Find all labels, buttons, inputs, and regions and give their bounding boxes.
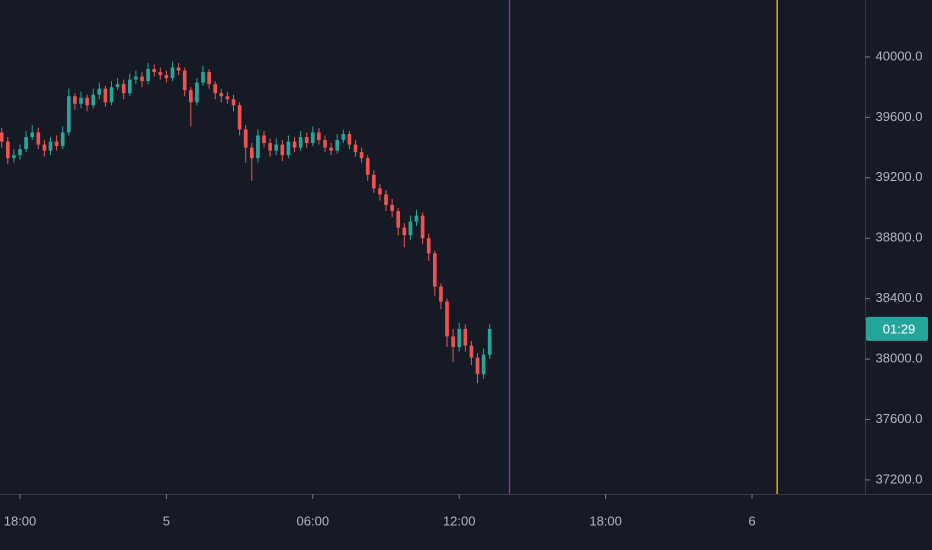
candle-body	[18, 149, 22, 156]
candle-body	[176, 67, 181, 71]
x-tick-label: 06:00	[297, 513, 330, 528]
candle-body	[298, 137, 303, 148]
candle-body	[457, 328, 462, 348]
candle-body	[463, 328, 468, 346]
x-tick-label: 18:00	[589, 513, 622, 528]
candle-body	[12, 155, 16, 159]
y-tick-label: 37200.0	[876, 471, 923, 486]
candle-body	[371, 174, 376, 189]
y-tick-label: 37600.0	[876, 411, 923, 426]
candle-body	[292, 141, 297, 148]
candle-body	[140, 76, 144, 82]
candle-body	[243, 129, 248, 148]
x-tick-label: 18:00	[4, 513, 37, 528]
candle-body	[451, 336, 455, 348]
candle-body	[390, 205, 394, 212]
candle-body	[487, 328, 492, 355]
candle-body	[280, 144, 285, 156]
candle-body	[249, 147, 254, 159]
candle-body	[317, 132, 321, 141]
y-tick-label: 38000.0	[876, 351, 923, 366]
candle-body	[109, 87, 114, 103]
candle-body	[481, 354, 486, 375]
candle-body	[329, 147, 333, 151]
countdown-box	[866, 316, 928, 341]
candle-body	[103, 88, 108, 103]
candle-body	[73, 96, 77, 104]
candle-body	[164, 75, 169, 79]
candle-body	[115, 84, 120, 88]
x-tick-label: 5	[163, 513, 170, 528]
candle-body	[341, 133, 346, 141]
candle-body	[347, 133, 352, 145]
y-tick-label: 39200.0	[876, 169, 923, 184]
candle-body	[121, 84, 126, 94]
candle-body	[225, 96, 230, 100]
y-tick-label: 38400.0	[876, 290, 923, 305]
candle-body	[420, 215, 425, 239]
candle-body	[42, 144, 47, 151]
candle-body	[304, 137, 309, 144]
candle-body	[256, 135, 260, 159]
candle-body	[335, 140, 340, 151]
candle-body	[365, 158, 370, 175]
candle-body	[384, 194, 388, 206]
candle-body	[134, 76, 138, 80]
candle-body	[219, 93, 224, 97]
candle-body	[310, 132, 315, 144]
candle-body	[414, 215, 419, 222]
candle-body	[24, 137, 28, 150]
candle-body	[207, 72, 211, 85]
countdown-label: 01:29	[883, 321, 916, 336]
candle-body	[79, 97, 83, 104]
candle-body	[66, 96, 71, 133]
candle-body	[353, 144, 358, 153]
candle-body	[378, 188, 382, 195]
candle-body	[268, 143, 272, 151]
y-tick-label: 38800.0	[876, 230, 923, 245]
candle-body	[286, 141, 291, 156]
candle-body	[152, 69, 157, 73]
candle-body	[5, 141, 10, 159]
candle-body	[408, 221, 413, 236]
candle-body	[439, 286, 443, 302]
candle-body	[85, 97, 89, 106]
x-tick-label: 6	[748, 513, 755, 528]
candle-body	[54, 141, 59, 147]
candle-body	[146, 69, 150, 82]
y-tick-label: 40000.0	[876, 48, 923, 63]
candle-body	[36, 132, 41, 145]
candle-body	[97, 88, 102, 95]
candle-body	[262, 135, 266, 144]
candle-body	[48, 141, 53, 151]
candle-body	[213, 84, 218, 94]
candle-body	[201, 72, 205, 83]
candle-body	[323, 140, 327, 148]
y-tick-label: 39600.0	[876, 109, 923, 124]
candle-body	[237, 105, 242, 130]
candle-body	[60, 132, 65, 147]
candle-body	[0, 132, 4, 142]
candle-body	[195, 82, 199, 103]
candle-body	[445, 301, 449, 337]
candle-body	[402, 227, 407, 236]
candle-body	[170, 67, 175, 79]
candle-body	[158, 72, 163, 76]
candle-body	[475, 357, 480, 375]
x-tick-label: 12:00	[443, 513, 476, 528]
candle-body	[188, 90, 193, 103]
candle-body	[396, 211, 401, 228]
candle-body	[426, 238, 431, 254]
candle-body	[182, 70, 187, 91]
candle-body	[432, 253, 437, 287]
candle-body	[359, 152, 364, 159]
candle-body	[274, 144, 279, 151]
candle-body	[91, 94, 96, 106]
candle-body	[469, 345, 474, 358]
candle-body	[127, 79, 132, 94]
candle-body	[231, 99, 236, 106]
candle-body	[30, 132, 35, 138]
